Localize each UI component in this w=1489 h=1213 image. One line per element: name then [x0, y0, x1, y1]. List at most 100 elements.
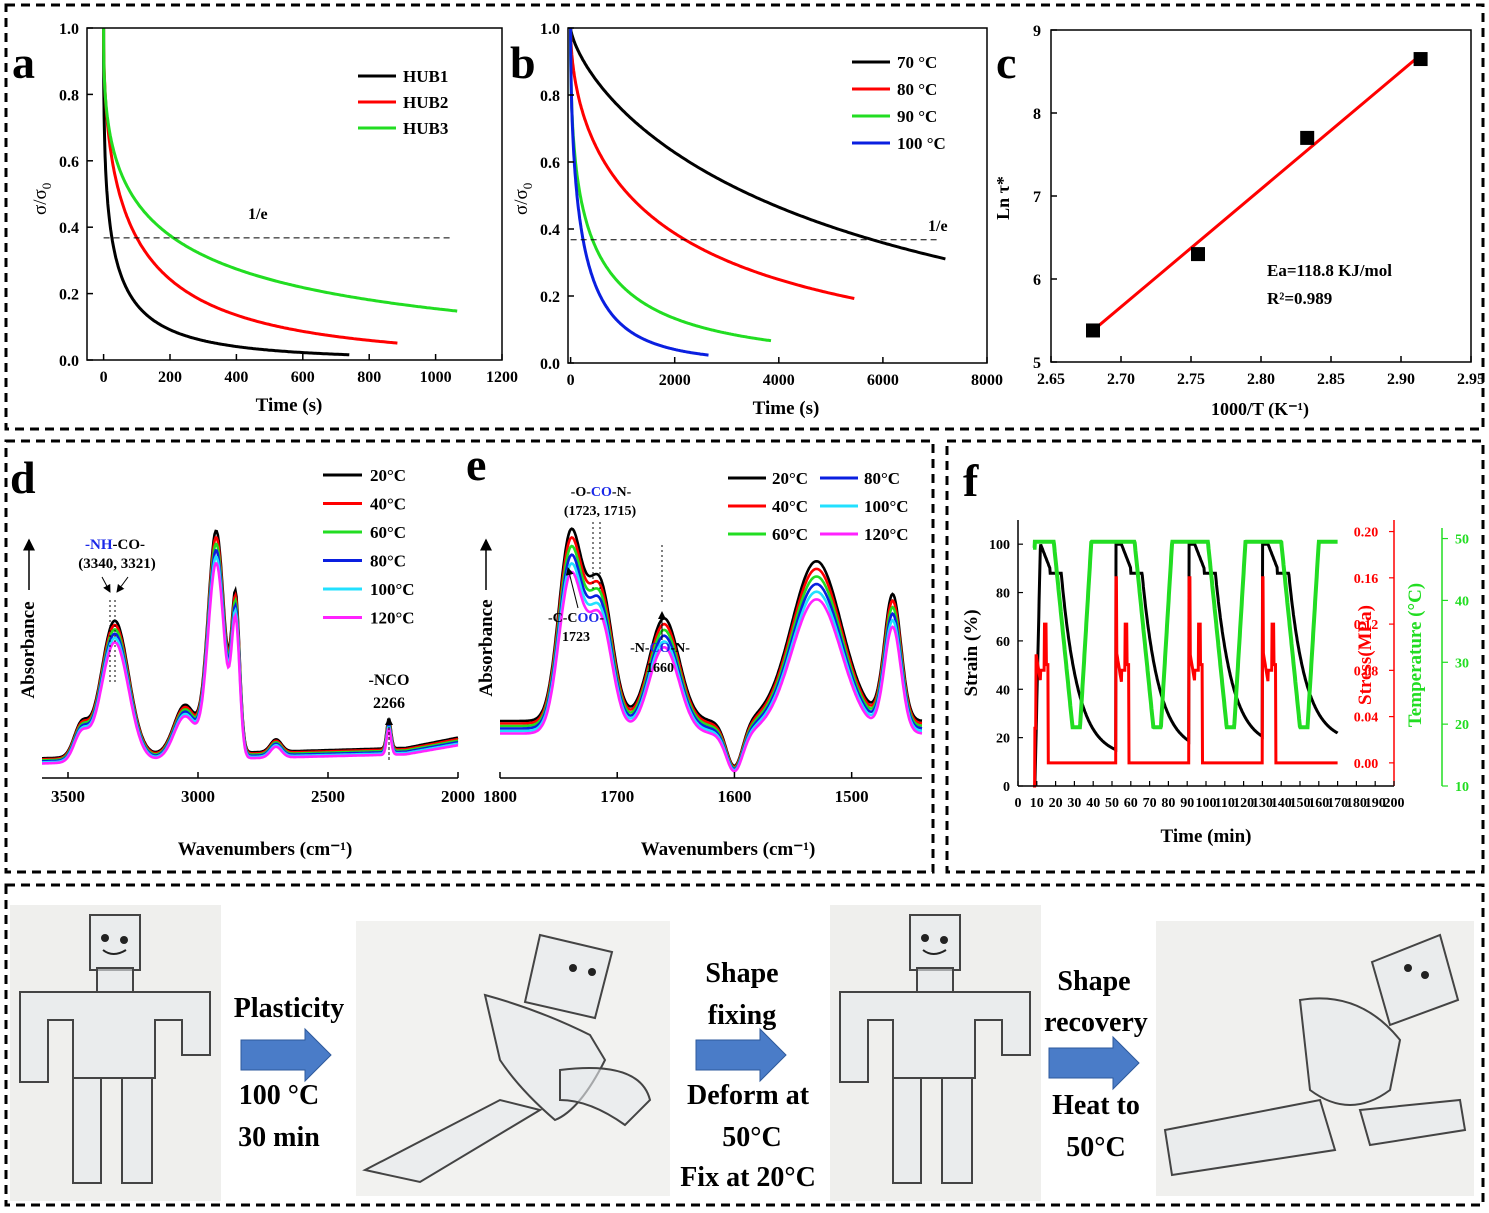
panel-f-ytick-temp-label: 40	[1455, 594, 1469, 609]
panel-e-legend-label: 40°C	[772, 497, 808, 516]
panel-d-legend-label: 120°C	[370, 609, 415, 628]
panel-b-ytick-label: 0.0	[540, 356, 560, 373]
panel-a-series-1	[102, 28, 398, 345]
photo-robot-deformed	[356, 921, 670, 1196]
panel-f-ylabel-strain: Strain (%)	[961, 609, 982, 696]
panel-f-xtick-label: 150	[1290, 796, 1311, 811]
panel-c-xtick-label: 2.90	[1387, 371, 1415, 388]
panel-f-ytick-temp-label: 10	[1455, 780, 1469, 795]
panel-e-ylabel: Absorbance	[476, 599, 497, 696]
panel-f-stress-line	[1033, 576, 1338, 788]
panel-e-oco-label: -O-CO-N-	[571, 485, 632, 500]
panel-b-ytick-label: 0.4	[540, 222, 560, 239]
panel-a-letter: a	[12, 37, 35, 88]
panel-b-series-3	[569, 28, 709, 357]
panel-b-ytick-label: 1.0	[540, 21, 560, 38]
step2-cond1: Deform at	[687, 1080, 810, 1111]
panel-b-ytick-label: 0.8	[540, 88, 560, 105]
panel-f-xtick-label: 10	[1030, 796, 1044, 811]
panel-a-ref-label: 1/e	[248, 206, 268, 223]
panel-e-legend-label: 120°C	[864, 525, 909, 544]
panel-f-ytick-stress-label: 0.04	[1354, 711, 1379, 726]
panel-d-xtick-label: 3000	[181, 787, 215, 806]
frame-g	[4, 883, 1485, 1207]
panel-e-ccoo-value: 1723	[562, 630, 590, 645]
panel-f-xtick-label: 50	[1105, 796, 1119, 811]
panel-f-ytick-stress-label: 0.00	[1354, 757, 1379, 772]
panel-b-ytick-label: 0.2	[540, 289, 560, 306]
panel-c-xtick-label: 2.85	[1317, 371, 1345, 388]
legend-label-hub1: HUB1	[403, 67, 448, 86]
panel-f-ytick-strain-label: 20	[996, 732, 1010, 747]
panel-f-xtick-label: 30	[1067, 796, 1081, 811]
panel-b-series-0	[569, 27, 946, 261]
panel-b-xtick-label: 0	[567, 372, 575, 389]
panel-d-nco-value: 2266	[373, 695, 405, 712]
arrow-plasticity	[240, 1027, 332, 1083]
panel-a-ytick-label: 0.8	[59, 87, 79, 104]
panel-f-xtick-label: 200	[1384, 796, 1405, 811]
panel-d-legend-label: 60°C	[370, 523, 406, 542]
legend-label-90c: 90 °C	[897, 107, 937, 126]
panel-d-nh-label: -NH-CO-	[85, 537, 145, 553]
panel-c-xtick-label: 2.95	[1457, 371, 1485, 388]
panel-f: f 0 10 20 30 40 50 60 70 80 90 1001101201301401501…	[961, 455, 1469, 847]
panel-f-ytick-temp-label: 30	[1455, 656, 1469, 671]
panel-f-ytick-strain-label: 80	[996, 587, 1010, 602]
panel-f-letter: f	[963, 455, 979, 506]
panel-c-point	[1413, 52, 1428, 67]
panel-f-ytick-stress-label: 0.12	[1354, 618, 1379, 633]
panel-f-ytick-strain-label: 60	[996, 635, 1010, 650]
panel-d-legend-label: 20°C	[370, 466, 406, 485]
panel-e-oco-values: (1723, 1715)	[564, 504, 637, 519]
panel-c-ytick-label: 8	[1033, 106, 1041, 123]
legend-label-100c: 100 °C	[897, 134, 946, 153]
frame-top	[4, 3, 1485, 431]
arrow-shape-fixing	[695, 1027, 787, 1083]
panel-e-series-4	[500, 561, 923, 772]
panel-e-legend: 20°C 40°C 60°C 80°C 100°C 120°C	[728, 469, 909, 544]
step1-cond2: 30 min	[238, 1122, 320, 1153]
panel-d-xtick-label: 2500	[311, 787, 345, 806]
panel-f-ylabel-temp: Temperature (°C)	[1405, 583, 1426, 727]
photo-robot-original	[10, 905, 221, 1201]
panel-a-xtick-label: 1000	[420, 369, 452, 386]
panel-e-legend-label: 60°C	[772, 525, 808, 544]
panel-f-xtick-label: 80	[1161, 796, 1175, 811]
panel-a-xtick-label: 600	[291, 369, 315, 386]
panel-f-ylabel-stress: Stress(MPa)	[1355, 605, 1376, 705]
panel-b-legend: 70 °C 80 °C 90 °C 100 °C	[852, 53, 946, 153]
panel-b-axes	[567, 27, 988, 364]
panel-f-ytick-strain-label: 40	[996, 683, 1010, 698]
panel-f-temp-line	[1032, 539, 1338, 730]
panel-c-xtick-label: 2.70	[1107, 371, 1135, 388]
panel-f-ytick-temp-label: 50	[1455, 533, 1469, 548]
panel-f-ytick-temp-label: 20	[1455, 718, 1469, 733]
panel-e-legend-label: 20°C	[772, 469, 808, 488]
panel-b-ytick-label: 0.6	[540, 155, 560, 172]
panel-f-ytick-stress-label: 0.20	[1354, 526, 1379, 541]
panel-e-legend-label: 80°C	[864, 469, 900, 488]
panel-a-legend: HUB1 HUB2 HUB3	[358, 67, 448, 138]
panel-e-legend-label: 100°C	[864, 497, 909, 516]
panel-f-xtick-label: 70	[1143, 796, 1157, 811]
panel-d-legend: 20°C 40°C 60°C 80°C 100°C 120°C	[323, 466, 415, 628]
panel-e-nco-label: -N-CO-N-	[630, 641, 690, 656]
panel-f-xtick-label: 60	[1124, 796, 1138, 811]
panel-d-xlabel: Wavenumbers (cm⁻¹)	[178, 839, 353, 860]
panel-a-xtick-label: 200	[158, 369, 182, 386]
legend-label-hub3: HUB3	[403, 119, 448, 138]
step3-label1: Shape	[1057, 966, 1130, 997]
step2-label1: Shape	[705, 958, 778, 989]
panel-a: a 0 200 400 600 800 1000 1200 0.0 0.2 0.4 0.6 0.8 1.…	[12, 21, 518, 416]
arrow-shape-recovery	[1048, 1035, 1140, 1091]
panel-f-ytick-stress-label: 0.16	[1354, 572, 1379, 587]
panel-f-xtick-label: 180	[1346, 796, 1367, 811]
panel-a-series-2	[102, 27, 458, 313]
panel-f-xtick-label: 170	[1327, 796, 1348, 811]
panel-d-letter: d	[10, 452, 36, 503]
panel-a-ytick-label: 1.0	[59, 21, 79, 38]
panel-a-ytick-label: 0.0	[59, 353, 79, 370]
step3-cond1: Heat to	[1052, 1090, 1140, 1121]
